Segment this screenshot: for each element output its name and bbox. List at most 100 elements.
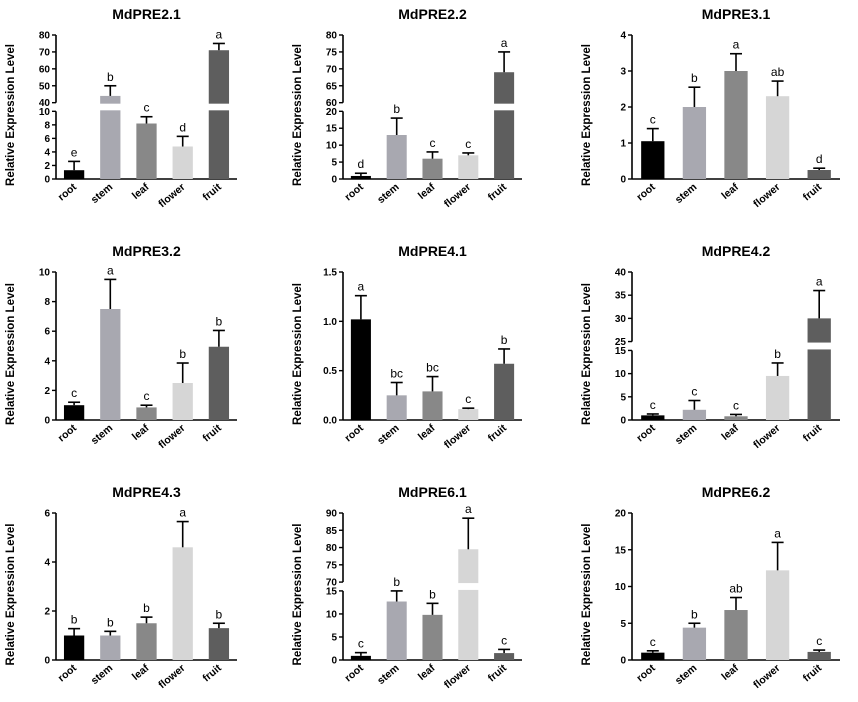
chart-1-bar-break-gap-fruit bbox=[207, 103, 231, 111]
chart-4-tick-label-1: 0 bbox=[44, 416, 50, 427]
chart-2-tick-label-4: 15 bbox=[326, 124, 338, 135]
chart-1-bar-fruit bbox=[208, 50, 230, 180]
chart-8-tick-label-1: 0 bbox=[331, 656, 337, 667]
chart-8-bar-stem bbox=[386, 601, 407, 660]
chart-1-category-label-fruit: fruit bbox=[200, 181, 224, 204]
chart-3-tick-label-1: 0 bbox=[620, 175, 626, 186]
chart-6-category-label-fruit: fruit bbox=[801, 422, 825, 445]
chart-3-bar-flower bbox=[765, 96, 790, 179]
chart-4-tick-label-5: 8 bbox=[44, 297, 50, 308]
chart-4-bar-root bbox=[63, 405, 85, 420]
chart-3-category-label-stem: stem bbox=[673, 181, 699, 206]
chart-1-tick-label-6: 10 bbox=[39, 107, 51, 118]
chart-3-tick-label-3: 2 bbox=[620, 103, 626, 114]
chart-7-bar-root bbox=[63, 635, 85, 660]
chart-1-bar-break-gap-stem bbox=[99, 103, 122, 111]
chart-4-category-label-flower: flower bbox=[156, 422, 187, 451]
chart-4-tick-label-4: 6 bbox=[44, 327, 50, 338]
chart-6-tick-label-6: 30 bbox=[615, 314, 627, 325]
chart-6-tick-label-1: 0 bbox=[620, 416, 626, 427]
chart-6-tick-label-2: 5 bbox=[620, 392, 626, 403]
chart-7-category-label-root: root bbox=[56, 662, 80, 685]
chart-9-bar-flower bbox=[765, 570, 790, 660]
chart-9-category-label-fruit: fruit bbox=[801, 662, 825, 685]
chart-3-sig-label-leaf: a bbox=[733, 38, 740, 52]
chart-6-category-label-flower: flower bbox=[751, 422, 782, 451]
chart-3-category-label-leaf: leaf bbox=[719, 181, 741, 202]
chart-2-tick-label-8: 70 bbox=[326, 64, 338, 75]
chart-5-tick-label-2: 0.5 bbox=[323, 366, 337, 377]
chart-4-title: MdPRE3.2 bbox=[112, 243, 181, 259]
chart-6-bar-fruit bbox=[807, 318, 831, 420]
chart-8-category-label-flower: flower bbox=[442, 662, 473, 691]
chart-8-bar-root bbox=[350, 655, 371, 660]
chart-6-tick-label-7: 35 bbox=[615, 291, 627, 302]
chart-9-sig-label-fruit: c bbox=[816, 634, 822, 648]
chart-4-ylabel: Relative Expression Level bbox=[5, 283, 17, 425]
chart-2-title: MdPRE2.2 bbox=[398, 6, 467, 22]
chart-6-sig-label-leaf: c bbox=[733, 398, 739, 412]
chart-7-sig-label-flower: a bbox=[179, 506, 186, 520]
chart-1-category-label-root: root bbox=[56, 181, 80, 204]
chart-6-bar-leaf bbox=[724, 416, 748, 420]
chart-2-tick-label-9: 75 bbox=[326, 47, 338, 58]
chart-8-ylabel: Relative Expression Level bbox=[292, 524, 304, 666]
chart-7-sig-label-leaf: b bbox=[143, 601, 150, 615]
chart-1-tick-label-3: 4 bbox=[44, 147, 50, 158]
chart-3-category-label-fruit: fruit bbox=[801, 181, 825, 204]
chart-7-tick-label-4: 6 bbox=[44, 509, 50, 520]
chart-2-bar-stem bbox=[386, 135, 407, 179]
chart-5-bar-flower bbox=[458, 409, 479, 420]
chart-1-bar-leaf bbox=[136, 123, 157, 179]
chart-9-category-label-root: root bbox=[634, 662, 658, 685]
chart-3-sig-label-root: c bbox=[650, 113, 656, 127]
chart-8-tick-label-8: 85 bbox=[326, 526, 338, 537]
chart-7-category-label-leaf: leaf bbox=[130, 662, 152, 683]
chart-9-sig-label-root: c bbox=[650, 635, 656, 649]
chart-1-category-label-leaf: leaf bbox=[130, 181, 152, 202]
chart-9-sig-label-stem: b bbox=[691, 607, 698, 621]
chart-7-title: MdPRE4.3 bbox=[112, 484, 181, 500]
chart-2-bar-break-gap-fruit bbox=[493, 103, 516, 111]
chart-1-sig-label-flower: d bbox=[179, 120, 186, 134]
chart-9-category-label-flower: flower bbox=[751, 662, 782, 691]
chart-1-category-label-flower: flower bbox=[156, 181, 187, 210]
chart-5-sig-label-fruit: b bbox=[501, 333, 508, 347]
chart-9-tick-label-5: 20 bbox=[615, 509, 627, 520]
chart-5-category-label-root: root bbox=[342, 422, 366, 445]
chart-6-title: MdPRE4.2 bbox=[702, 243, 771, 259]
chart-9-tick-label-1: 0 bbox=[620, 656, 626, 667]
chart-7-tick-label-3: 4 bbox=[44, 558, 50, 569]
chart-1-tick-label-1: 0 bbox=[44, 175, 50, 186]
chart-4-sig-label-root: c bbox=[71, 386, 77, 400]
chart-1-tick-label-7: 40 bbox=[39, 98, 51, 109]
chart-3-bar-fruit bbox=[807, 170, 831, 179]
chart-4-sig-label-fruit: b bbox=[216, 314, 223, 328]
chart-8-sig-label-flower: a bbox=[465, 502, 472, 516]
chart-6-sig-label-fruit: a bbox=[816, 275, 823, 289]
chart-3-ylabel: Relative Expression Level bbox=[581, 44, 593, 186]
chart-2-tick-label-3: 10 bbox=[326, 141, 338, 152]
chart-5-category-label-stem: stem bbox=[375, 422, 401, 447]
chart-1-tick-label-4: 6 bbox=[44, 134, 50, 145]
chart-8-tick-label-5: 70 bbox=[326, 578, 338, 589]
chart-7-category-label-fruit: fruit bbox=[200, 662, 224, 685]
chart-8-bar-leaf bbox=[422, 614, 443, 660]
chart-5-sig-label-leaf: bc bbox=[426, 361, 439, 375]
chart-4-bar-fruit bbox=[208, 346, 230, 420]
chart-9-bar-leaf bbox=[724, 610, 748, 660]
chart-6-tick-label-8: 40 bbox=[615, 268, 627, 279]
chart-2-category-label-leaf: leaf bbox=[416, 181, 438, 202]
chart-8-tick-label-6: 75 bbox=[326, 560, 338, 571]
chart-7-tick-label-2: 2 bbox=[44, 607, 50, 618]
chart-6-tick-label-4: 15 bbox=[615, 346, 627, 357]
chart-9-bar-root bbox=[641, 652, 665, 660]
chart-1-sig-label-root: e bbox=[71, 145, 78, 159]
chart-3-sig-label-stem: b bbox=[691, 71, 698, 85]
chart-8-sig-label-root: c bbox=[358, 637, 364, 651]
chart-6-category-label-root: root bbox=[634, 422, 658, 445]
chart-9-tick-label-3: 10 bbox=[615, 582, 627, 593]
chart-1-category-label-stem: stem bbox=[89, 181, 115, 206]
chart-9-tick-label-2: 5 bbox=[620, 619, 626, 630]
chart-5-category-label-leaf: leaf bbox=[416, 422, 438, 443]
